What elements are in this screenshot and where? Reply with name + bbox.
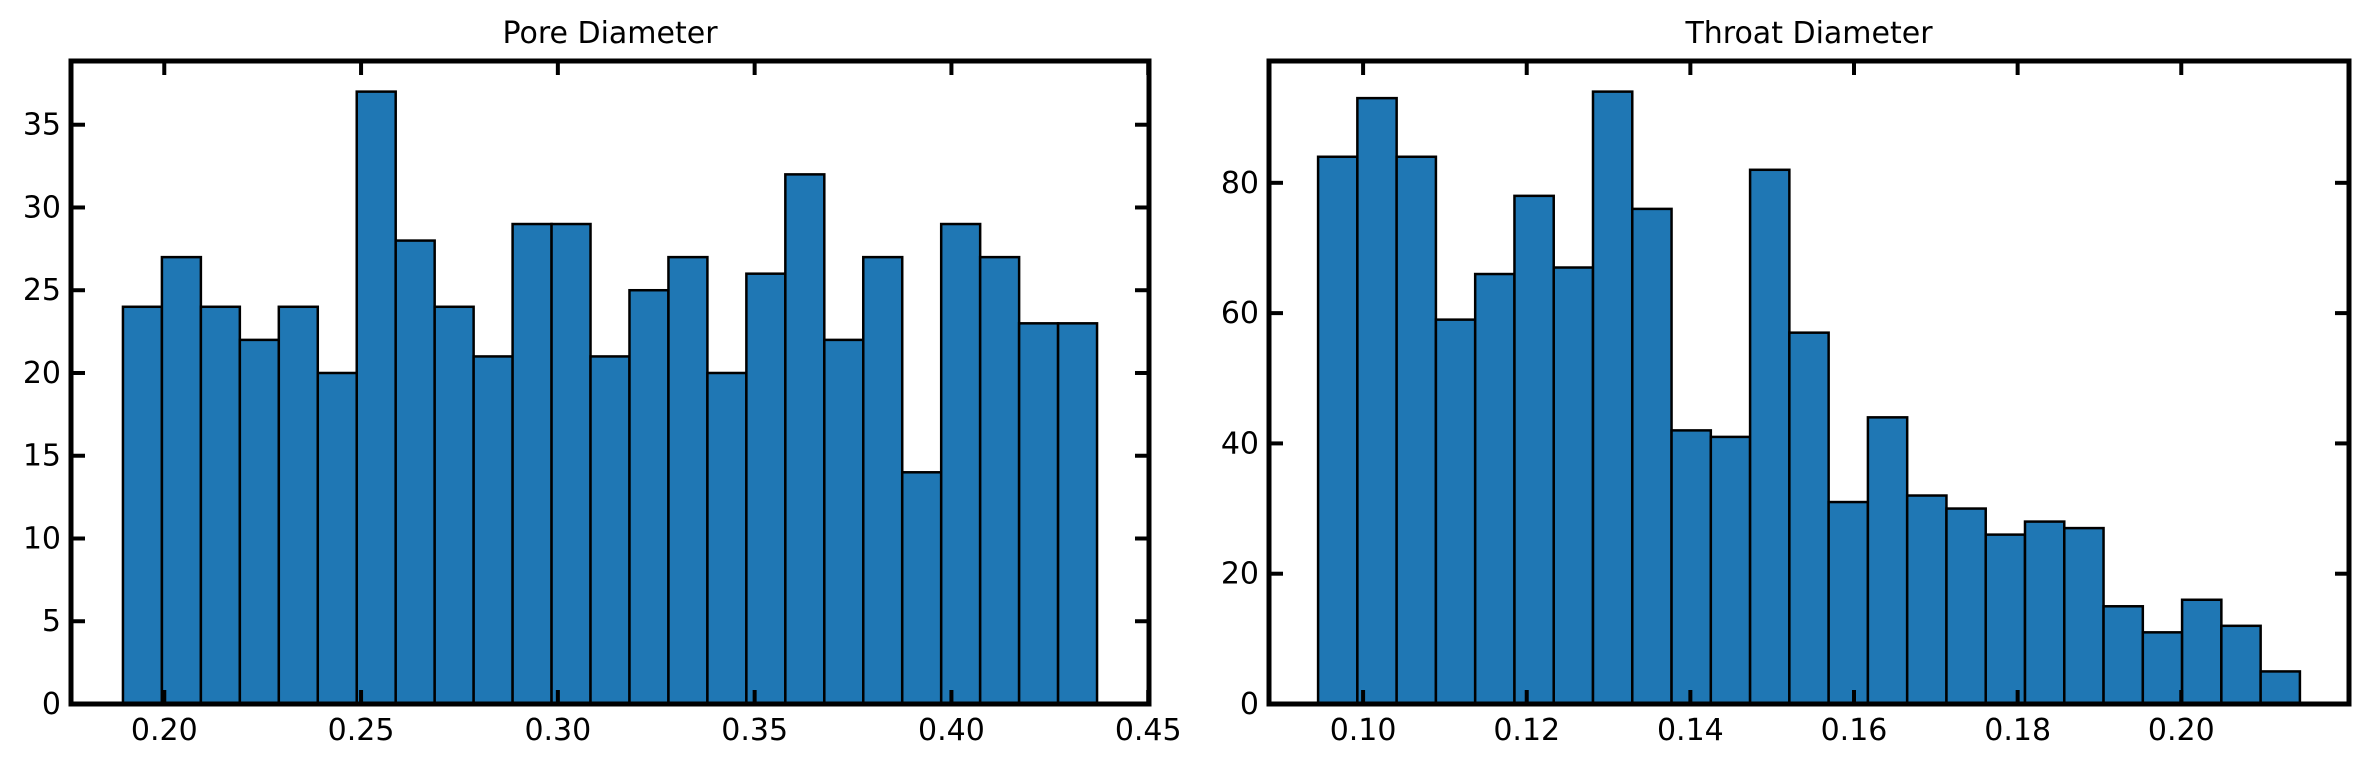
throat-histogram-bar	[1945, 507, 1987, 706]
throat-histogram-bar	[1670, 429, 1713, 706]
pore-y-tick-label: 30	[23, 190, 61, 225]
pore-diameter-panel: Pore Diameter 0.20 0.25 0.30 0.35 0.40 0.45 0 5…	[23, 16, 1182, 748]
pore-histogram-bar	[394, 239, 436, 706]
throat-y-tick-label: 20	[1221, 557, 1259, 592]
pore-histogram-bar	[628, 288, 670, 706]
throat-x-tick-label: 0.12	[1493, 713, 1560, 748]
pore-histogram-bar	[355, 90, 397, 706]
throat-x-tick-label: 0.14	[1657, 713, 1724, 748]
throat-axes-frame	[1266, 58, 2352, 707]
throat-histogram-bar	[2023, 520, 2066, 706]
pore-histogram-bar	[900, 471, 943, 706]
throat-y-tick-label: 60	[1221, 296, 1259, 331]
pore-axes-frame	[68, 58, 1152, 707]
throat-histogram-bar	[1434, 318, 1477, 706]
pore-histogram-bar	[316, 371, 358, 706]
pore-histogram-bar	[745, 272, 787, 706]
pore-histogram-bar	[667, 255, 709, 706]
pore-histogram-bar	[238, 338, 281, 706]
pore-x-tick-label: 0.25	[328, 713, 395, 748]
pore-x-tick-label: 0.45	[1115, 713, 1182, 748]
pore-y-tick-label: 15	[23, 439, 61, 474]
throat-histogram-bar	[1748, 168, 1791, 706]
throat-histogram-bar	[2063, 526, 2105, 706]
pore-histogram-bar	[978, 255, 1021, 706]
pore-histogram-bar	[160, 255, 203, 706]
throat-histogram-bar	[1552, 266, 1595, 706]
pore-x-tick-label: 0.30	[524, 713, 591, 748]
throat-x-tick-label: 0.18	[1984, 713, 2051, 748]
throat-histogram-bar	[1984, 533, 2027, 706]
throat-histogram-bar	[1709, 435, 1752, 706]
pore-histogram-bar	[433, 305, 475, 706]
pore-histogram-bar	[784, 173, 826, 706]
throat-diameter-title: Throat Diameter	[1684, 16, 1933, 51]
pore-histogram-bar	[706, 371, 748, 706]
throat-histogram-bar	[2102, 605, 2145, 706]
throat-histogram-bar	[1827, 500, 1870, 706]
throat-y-tick-label: 80	[1221, 166, 1259, 201]
throat-histogram-bar	[2180, 598, 2223, 706]
throat-histogram-bar	[2141, 631, 2184, 706]
throat-y-tick-label: 0	[1240, 687, 1259, 722]
pore-x-tick-label: 0.20	[131, 713, 198, 748]
pore-histogram-bar	[1056, 322, 1099, 706]
throat-histogram-bar	[1356, 96, 1398, 706]
throat-histogram-bar	[1316, 155, 1359, 706]
pore-y-tick-label: 25	[23, 273, 61, 308]
pore-histogram-bar	[472, 355, 514, 706]
throat-y-tick-label: 40	[1221, 426, 1259, 461]
throat-histogram-bar	[1788, 331, 1830, 706]
pore-y-tick-label: 10	[23, 521, 61, 556]
throat-histogram-bar	[1905, 494, 1948, 706]
pore-diameter-title: Pore Diameter	[502, 16, 718, 51]
pore-histogram-bar	[589, 355, 631, 706]
pore-y-tick-label: 20	[23, 356, 61, 391]
pore-histogram-bar	[1017, 322, 1060, 706]
throat-histogram-bar	[1591, 90, 1634, 706]
throat-histogram-bar	[2220, 624, 2262, 706]
pore-histogram-bar	[121, 305, 164, 706]
throat-x-tick-label: 0.10	[1330, 713, 1397, 748]
throat-histogram-bar	[1631, 207, 1673, 706]
pore-histogram-bar	[862, 255, 904, 706]
pore-x-tick-label: 0.35	[721, 713, 788, 748]
pore-histogram-bar	[199, 305, 242, 706]
pore-histogram-bar	[823, 338, 865, 706]
pore-histogram-bar	[277, 305, 320, 706]
throat-histogram-bar	[1473, 272, 1516, 706]
throat-histogram-bar	[1513, 194, 1555, 706]
throat-diameter-panel: Throat Diameter 0.10 0.12 0.14 0.16 0.18 0.20…	[1221, 16, 2352, 748]
pore-y-tick-label: 0	[42, 687, 61, 722]
throat-x-tick-label: 0.20	[2148, 713, 2215, 748]
pore-histogram-bar	[939, 222, 982, 706]
throat-histogram-bar	[1395, 155, 1438, 706]
pore-histogram-bar	[550, 222, 592, 706]
throat-histogram-bar	[1866, 416, 1909, 706]
pore-histogram-bar	[511, 222, 553, 706]
throat-histogram-bar	[2259, 670, 2302, 706]
pore-y-tick-label: 5	[42, 604, 61, 639]
pore-x-tick-label: 0.40	[918, 713, 985, 748]
pore-y-tick-label: 35	[23, 108, 61, 143]
throat-x-tick-label: 0.16	[1821, 713, 1888, 748]
